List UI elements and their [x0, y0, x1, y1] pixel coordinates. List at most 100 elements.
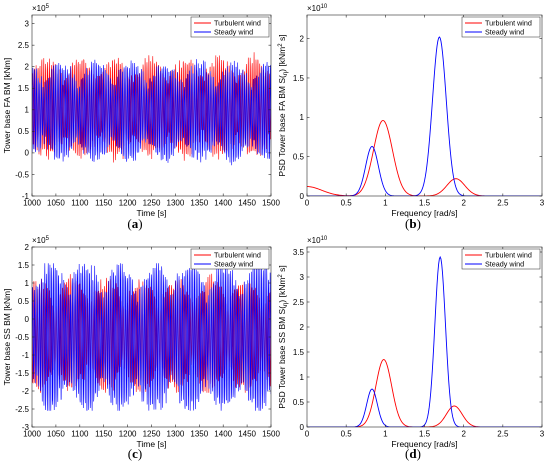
- legend-label: Steady wind: [485, 28, 524, 37]
- panel-caption: (a): [127, 216, 142, 231]
- x-tick-label: 1150: [95, 199, 113, 208]
- y-tick-label: 0.5: [18, 127, 30, 136]
- y-tick-label: -1: [22, 192, 30, 201]
- x-axis-label: Time [s]: [137, 208, 167, 218]
- y-tick-label: 1: [25, 106, 30, 115]
- plot-area: [307, 247, 542, 427]
- y-tick-label: 2.5: [18, 41, 30, 50]
- x-tick-label: 2.5: [497, 199, 509, 208]
- panel-caption: (d): [405, 446, 421, 461]
- x-tick-label: 1500: [262, 430, 280, 439]
- panel-caption: (c): [128, 446, 142, 461]
- x-tick-label: 1500: [262, 199, 280, 208]
- y-tick-label: -0.5: [15, 170, 29, 179]
- y-tick-label: 1.5: [18, 84, 30, 93]
- x-tick-label: 1200: [119, 430, 137, 439]
- chart-panel-d: 0 0.5 1 1.5 2 2.5 3 0 0.5 1 1.5 2 2.5 3 3.5×1010 Freque…: [277, 236, 545, 449]
- legend-label: Turbulent wind: [214, 251, 261, 260]
- x-tick-label: 2.5: [497, 430, 509, 439]
- x-tick-label: 1400: [214, 199, 232, 208]
- series-line-steady: [32, 59, 271, 166]
- y-tick-label: 1.5: [18, 261, 30, 270]
- panel-caption: (b): [405, 216, 421, 231]
- y-tick-label: 0: [25, 315, 30, 324]
- x-tick-label: 1250: [143, 430, 161, 439]
- y-tick-label: -1.5: [15, 369, 29, 378]
- x-tick-label: 0.5: [341, 430, 353, 439]
- y-tick-label: 0: [25, 149, 30, 158]
- y-tick-label: 0.5: [293, 398, 305, 407]
- x-tick-label: 1450: [238, 430, 256, 439]
- y-axis-label: Tower base SS BM [kNm]: [2, 289, 12, 386]
- x-tick-label: 0.5: [341, 199, 353, 208]
- chart-panel-b: 0 0.5 1 1.5 2 2.5 3 0 0.5 1 1.5 2 ×1010 Frequency [ra…: [277, 4, 545, 218]
- x-tick-label: 1250: [143, 199, 161, 208]
- y-tick-label: -0.5: [15, 333, 29, 342]
- x-tick-label: 1450: [238, 199, 256, 208]
- y-tick-label: 2: [300, 34, 305, 43]
- y-tick-label: 2: [300, 323, 305, 332]
- x-tick-label: 1050: [47, 199, 65, 208]
- axis-exponent-label: ×1010: [307, 4, 328, 13]
- axis-exponent-label: ×105: [32, 236, 50, 245]
- x-tick-label: 1: [383, 430, 388, 439]
- x-tick-label: 3: [540, 199, 545, 208]
- legend-label: Turbulent wind: [485, 19, 532, 28]
- y-axis-label: Tower base FA BM [kNm]: [2, 58, 12, 153]
- plot-area: [307, 15, 542, 196]
- y-tick-label: 0: [300, 423, 305, 432]
- y-tick-label: -3: [22, 423, 30, 432]
- x-tick-label: 1000: [23, 430, 41, 439]
- axis-exponent-label: ×105: [32, 4, 50, 13]
- y-tick-label: 1: [300, 373, 305, 382]
- y-tick-label: 3: [300, 273, 305, 282]
- x-tick-label: 3: [540, 430, 545, 439]
- series-line-steady: [32, 263, 271, 411]
- x-axis-label: Time [s]: [137, 439, 167, 449]
- y-axis-label: PSD Tower base FA BM S(η) [kNm2 s]: [277, 34, 289, 176]
- chart-panel-c: 1000 1050 1100 1150 1200 1250 1300 1350 1400 1450…: [2, 236, 280, 449]
- x-tick-label: 1050: [47, 430, 65, 439]
- y-tick-label: 3.5: [293, 248, 305, 257]
- x-tick-label: 0: [305, 430, 310, 439]
- x-tick-label: 1150: [95, 430, 113, 439]
- y-tick-label: -1: [22, 351, 30, 360]
- legend-label: Steady wind: [214, 260, 253, 269]
- x-tick-label: 2: [461, 199, 466, 208]
- x-tick-label: 1000: [23, 199, 41, 208]
- x-tick-label: 1350: [190, 430, 208, 439]
- legend-label: Steady wind: [485, 260, 524, 269]
- x-axis-label: Frequency [rad/s]: [391, 208, 457, 218]
- y-tick-label: 1: [25, 279, 30, 288]
- x-tick-label: 1: [383, 199, 388, 208]
- y-tick-label: 2: [25, 243, 30, 252]
- y-tick-label: 2.5: [293, 298, 305, 307]
- y-tick-label: 1: [300, 113, 305, 122]
- legend-label: Steady wind: [214, 28, 253, 37]
- x-tick-label: 1100: [71, 199, 89, 208]
- y-tick-label: -2: [22, 387, 30, 396]
- x-tick-label: 1300: [167, 199, 185, 208]
- x-tick-label: 1300: [167, 430, 185, 439]
- x-tick-label: 0: [305, 199, 310, 208]
- y-tick-label: 0: [300, 192, 305, 201]
- y-tick-label: -2.5: [15, 405, 29, 414]
- y-tick-label: 1.5: [293, 74, 305, 83]
- legend-label: Turbulent wind: [214, 19, 261, 28]
- x-tick-label: 1100: [71, 430, 89, 439]
- legend-label: Turbulent wind: [485, 251, 532, 260]
- axis-exponent-label: ×1010: [307, 236, 328, 245]
- chart-panel-a: 1000 1050 1100 1150 1200 1250 1300 1350 1400 1450…: [2, 4, 280, 218]
- y-tick-label: 0.5: [18, 297, 30, 306]
- y-tick-label: 2: [25, 63, 30, 72]
- y-tick-label: 3: [25, 19, 30, 28]
- x-tick-label: 1400: [214, 430, 232, 439]
- x-tick-label: 1.5: [419, 430, 431, 439]
- y-tick-label: 0.5: [293, 152, 305, 161]
- x-tick-label: 1200: [119, 199, 137, 208]
